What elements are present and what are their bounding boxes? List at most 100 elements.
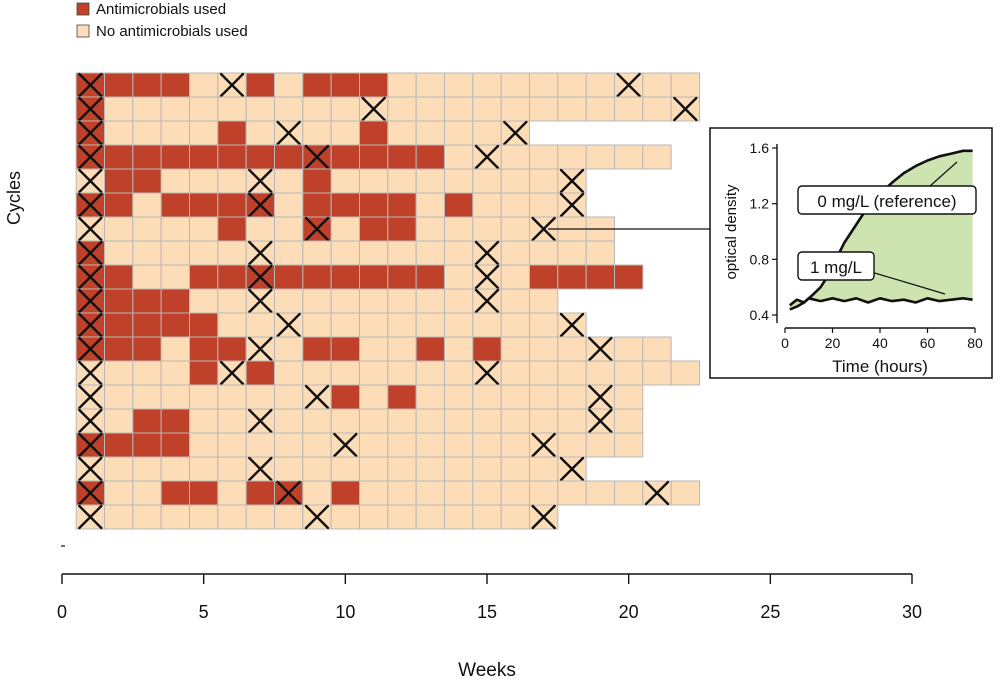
heatmap-cell	[189, 168, 219, 194]
cross-mark	[219, 72, 245, 98]
heatmap-cell	[217, 168, 247, 194]
heatmap-cell	[189, 72, 219, 98]
heatmap-cell	[104, 144, 134, 170]
inset-y-tick-label: 0.4	[750, 307, 770, 323]
heatmap-cell	[217, 120, 247, 146]
heatmap-cell	[529, 168, 559, 194]
cross-mark	[78, 192, 103, 218]
cross-mark	[248, 336, 273, 362]
heatmap-cell	[614, 432, 644, 458]
heatmap-cell	[557, 408, 587, 434]
annotation-label-1mgl: 1 mg/L	[810, 258, 862, 277]
cross-mark	[673, 96, 698, 122]
cross-mark	[78, 480, 103, 506]
heatmap-cell	[217, 288, 247, 314]
cross-mark	[474, 264, 500, 290]
heatmap-cell	[132, 504, 162, 530]
heatmap-cell	[160, 504, 190, 530]
heatmap-cell	[472, 312, 502, 338]
heatmap-cell	[500, 144, 531, 170]
cross-mark	[588, 408, 613, 434]
heatmap-cell	[217, 192, 247, 218]
heatmap-cell	[557, 72, 587, 98]
heatmap-cell	[444, 408, 474, 434]
heatmap-cell	[614, 360, 644, 386]
heatmap-cell	[330, 144, 361, 170]
cross-mark	[474, 144, 500, 170]
heatmap-cell	[217, 264, 247, 290]
heatmap-cell	[387, 312, 417, 338]
cross-mark	[248, 240, 273, 266]
heatmap-cell	[387, 192, 417, 218]
heatmap-cell	[245, 432, 275, 458]
heatmap-cell	[359, 408, 389, 434]
cross-mark	[248, 456, 273, 482]
heatmap-cell	[217, 216, 247, 242]
heatmap-cell	[444, 144, 474, 170]
heatmap-cell	[132, 144, 162, 170]
heatmap-cell	[387, 216, 417, 242]
heatmap-cell	[444, 96, 474, 122]
heatmap-cell	[330, 192, 361, 218]
heatmap-cell	[274, 408, 304, 434]
heatmap-cell	[387, 120, 417, 146]
heatmap-cell	[160, 480, 190, 506]
x-tick-label: 30	[902, 602, 922, 622]
cross-mark	[78, 264, 103, 290]
heatmap-cell	[529, 456, 559, 482]
heatmap-cell	[500, 360, 531, 386]
heatmap-cell	[359, 192, 389, 218]
heatmap-cell	[670, 480, 700, 506]
heatmap-cell	[359, 480, 389, 506]
heatmap-cell	[472, 504, 502, 530]
heatmap-cell	[557, 240, 587, 266]
heatmap-cell	[274, 432, 304, 458]
heatmap-cell	[330, 216, 361, 242]
heatmap-cell	[274, 504, 304, 530]
heatmap-cell	[189, 120, 219, 146]
inset-y-tick-label: 1.2	[750, 196, 770, 212]
heatmap-cell	[642, 360, 672, 386]
heatmap-cell	[160, 144, 190, 170]
heatmap-cell	[274, 288, 304, 314]
heatmap-cell	[302, 480, 332, 506]
heatmap-cell	[274, 360, 304, 386]
heatmap-cell	[585, 432, 615, 458]
x-tick-label: 10	[335, 602, 355, 622]
heatmap-cell	[500, 384, 531, 410]
heatmap-cell	[132, 72, 162, 98]
heatmap-cell	[359, 360, 389, 386]
heatmap-cell	[274, 240, 304, 266]
heatmap-cell	[500, 96, 531, 122]
heatmap-cell	[642, 336, 672, 362]
curve-1mgl	[788, 296, 973, 307]
heatmap-cell	[444, 384, 474, 410]
cross-mark	[78, 432, 103, 458]
heatmap-cell	[245, 360, 275, 386]
heatmap-cell	[415, 312, 446, 338]
heatmap-cell	[104, 216, 134, 242]
cross-mark	[559, 192, 585, 218]
heatmap-cell	[245, 72, 275, 98]
heatmap-cell	[245, 144, 275, 170]
heatmap-cell	[529, 360, 559, 386]
heatmap-cell	[472, 192, 502, 218]
cross-mark	[559, 312, 585, 338]
heatmap-cell	[444, 432, 474, 458]
heatmap-cell	[274, 144, 304, 170]
heatmap-cell	[444, 240, 474, 266]
heatmap-cell	[415, 384, 446, 410]
heatmap-cell	[245, 120, 275, 146]
heatmap-cell	[160, 384, 190, 410]
heatmap-cell	[302, 336, 332, 362]
annotation-box-reference	[797, 185, 977, 215]
heatmap-cell	[189, 504, 219, 530]
cross-mark	[248, 192, 273, 218]
cross-mark	[248, 408, 273, 434]
cross-mark	[78, 288, 103, 314]
heatmap-cell	[302, 120, 332, 146]
heatmap-cell	[302, 360, 332, 386]
heatmap-cell	[387, 168, 417, 194]
heatmap-cell	[359, 456, 389, 482]
heatmap-cell	[585, 96, 615, 122]
